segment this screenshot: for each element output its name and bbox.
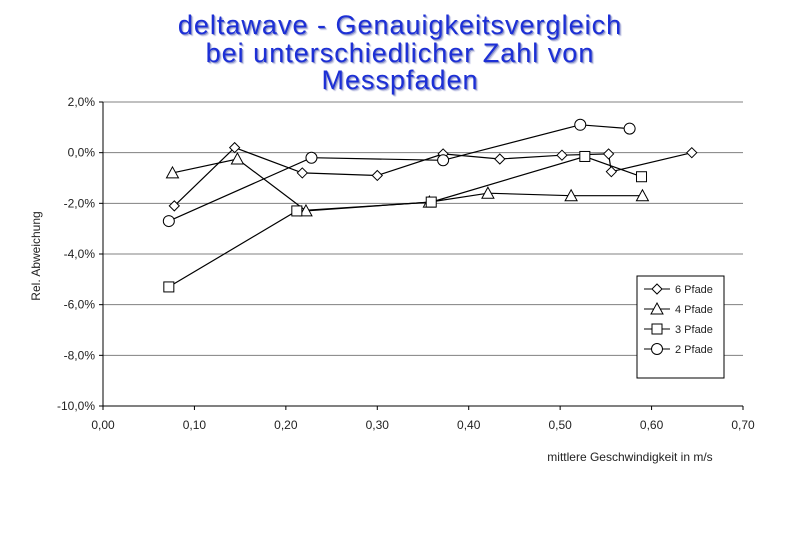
data-point-3-pfade — [579, 150, 591, 162]
chart-title-line-1: deltawave - Genauigkeitsvergleich — [177, 10, 623, 40]
data-point-4-pfade — [230, 151, 245, 165]
y-tick-label: -6,0% — [64, 298, 96, 312]
data-point-3-pfade — [291, 205, 303, 217]
x-axis-label: mittlere Geschwindigkeit in m/s — [547, 450, 712, 464]
x-tick-label: 0,10 — [183, 418, 207, 432]
y-tick-label: -2,0% — [64, 196, 96, 210]
chart-title-line-3: Messpfaden — [321, 65, 479, 95]
series-line-3-pfade — [168, 155, 642, 288]
data-point-2-pfade — [623, 122, 636, 135]
y-tick-label: 2,0% — [68, 95, 96, 109]
x-tick-label: 0,00 — [91, 418, 115, 432]
data-point-6-pfade — [168, 200, 181, 212]
y-tick-label: -8,0% — [64, 348, 96, 362]
data-point-4-pfade — [481, 186, 495, 199]
data-point-6-pfade — [556, 149, 568, 161]
data-point-6-pfade — [605, 165, 618, 178]
axes — [99, 101, 744, 410]
x-tick-label: 0,70 — [731, 418, 755, 432]
data-point-2-pfade — [305, 151, 318, 164]
series-line-6-pfade — [173, 146, 692, 207]
y-tick-label: -10,0% — [57, 399, 95, 413]
x-tick-label: 0,30 — [366, 418, 390, 432]
legend-marker-4-pfade — [650, 301, 664, 315]
data-point-3-pfade — [163, 281, 175, 293]
legend: 6 Pfade 4 Pfade 3 Pfade 2 Pfade — [636, 275, 725, 379]
data-point-6-pfade — [371, 169, 383, 182]
data-point-2-pfade — [574, 118, 587, 131]
series-line-2-pfade — [168, 124, 630, 222]
y-tick-label: -4,0% — [64, 247, 96, 261]
data-point-6-pfade — [228, 141, 241, 154]
y-tick-label: 0,0% — [68, 146, 96, 160]
legend-marker-2-pfade — [651, 343, 663, 355]
data-point-6-pfade — [296, 167, 309, 179]
series-markers — [162, 118, 698, 293]
data-point-4-pfade — [299, 203, 313, 217]
legend-label-2-pfade: 2 Pfade — [675, 344, 713, 356]
legend-marker-6-pfade — [651, 283, 663, 295]
data-point-4-pfade — [165, 165, 180, 179]
data-point-2-pfade — [162, 215, 175, 228]
x-tick-label: 0,20 — [274, 418, 298, 432]
y-axis-tick-labels: 2,0% 0,0% -2,0% -4,0% -6,0% -8,0% -10,0% — [57, 95, 95, 413]
data-point-4-pfade — [564, 188, 578, 202]
x-tick-label: 0,60 — [640, 418, 664, 432]
data-point-2-pfade — [437, 154, 450, 167]
legend-label-6-pfade: 6 Pfade — [675, 284, 713, 296]
y-axis-label: Rel. Abweichung — [29, 211, 43, 300]
data-point-6-pfade — [494, 153, 506, 165]
legend-label-3-pfade: 3 Pfade — [675, 324, 713, 336]
x-tick-label: 0,40 — [457, 418, 481, 432]
data-point-4-pfade — [635, 188, 650, 202]
data-point-3-pfade — [425, 196, 437, 208]
legend-label-4-pfade: 4 Pfade — [675, 304, 713, 316]
legend-marker-3-pfade — [651, 323, 663, 335]
x-tick-label: 0,50 — [548, 418, 572, 432]
data-point-3-pfade — [636, 171, 648, 183]
x-axis-tick-labels: 0,00 0,10 0,20 0,30 0,40 0,50 0,60 0,70 — [91, 418, 755, 432]
chart-title-line-2: bei unterschiedlicher Zahl von — [205, 38, 595, 68]
data-point-6-pfade — [686, 146, 698, 159]
data-point-6-pfade — [602, 148, 615, 160]
